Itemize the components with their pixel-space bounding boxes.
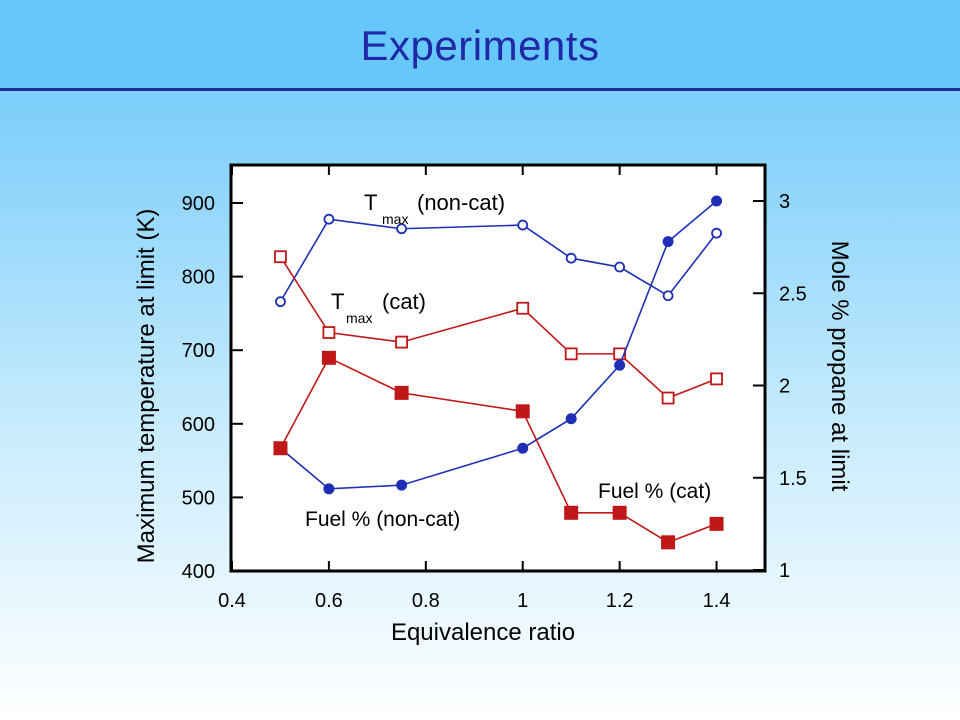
- data-point: [661, 391, 675, 405]
- data-point: [516, 301, 530, 315]
- annotation-tmax-cat-sub: max: [346, 310, 372, 326]
- annotation-tmax-noncat-T: T: [364, 190, 377, 215]
- data-point: [322, 326, 336, 339]
- data-point: [274, 250, 287, 264]
- x-tick-label: 0.6: [315, 590, 343, 612]
- y-left-tick-label: 700: [182, 340, 215, 362]
- y-right-tick-label: 2.5: [779, 283, 807, 305]
- annotation-tmax-cat-rest: (cat): [382, 289, 426, 314]
- data-point: [396, 479, 408, 491]
- data-point: [710, 372, 723, 386]
- y-left-tick-label: 600: [182, 414, 215, 436]
- annotation-fuel-cat: Fuel % (cat): [598, 480, 711, 503]
- data-point: [394, 385, 409, 400]
- x-axis-title: Equivalence ratio: [391, 619, 575, 646]
- slide-title: Experiments: [360, 22, 600, 69]
- y-left-tick-label: 500: [182, 487, 215, 509]
- annotation-tmax-cat-T: T: [331, 289, 344, 314]
- annotation-tmax-noncat-rest: (non-cat): [417, 190, 505, 215]
- data-point: [564, 505, 579, 520]
- data-point: [395, 335, 408, 349]
- annotation-fuel-noncat: Fuel % (non-cat): [305, 508, 460, 531]
- x-tick-label: 1.4: [703, 590, 731, 612]
- y-left-tick-label: 900: [182, 193, 215, 215]
- data-point: [612, 505, 627, 520]
- title-band: [0, 0, 960, 91]
- data-point: [662, 236, 674, 248]
- data-point: [396, 223, 407, 235]
- series-line-tmax-cat: [279, 256, 717, 399]
- y-left-tick-label: 400: [182, 561, 215, 583]
- series-tmax-non-cat: [275, 213, 722, 308]
- data-point: [614, 359, 626, 371]
- x-tick-label: 1: [517, 590, 528, 612]
- y-left-tick-label: 800: [182, 267, 215, 289]
- data-point: [613, 347, 627, 361]
- data-point: [565, 252, 577, 264]
- y-right-tick-label: 2: [779, 376, 790, 398]
- annotation-tmax-noncat-sub: max: [382, 211, 408, 227]
- annotation-tmax-noncat: T max (non-cat): [364, 190, 505, 227]
- series-line-fuel-non-cat: [279, 200, 718, 490]
- data-point: [323, 213, 335, 225]
- data-point: [517, 442, 529, 454]
- x-tick-label: 1.2: [606, 590, 634, 612]
- data-point: [321, 350, 336, 365]
- data-point: [517, 219, 529, 231]
- x-tick-label: 0.4: [218, 590, 246, 612]
- data-point: [709, 516, 724, 531]
- data-point: [662, 290, 674, 302]
- x-tick-label: 0.8: [412, 590, 440, 612]
- data-point: [614, 261, 626, 273]
- y-right-axis-title: Mole % propane at limit: [826, 241, 853, 492]
- series-fuel-cat: [273, 350, 724, 550]
- data-point: [515, 404, 530, 419]
- y-right-tick-label: 1: [779, 560, 790, 582]
- data-point: [273, 441, 288, 456]
- data-point: [661, 535, 676, 550]
- data-point: [564, 347, 578, 361]
- series-line-fuel-cat: [279, 356, 717, 544]
- series-line-tmax-non-cat: [279, 218, 718, 303]
- series-tmax-cat: [274, 250, 723, 405]
- y-right-tick-label: 3: [779, 191, 790, 213]
- data-point: [711, 195, 723, 207]
- data-point: [565, 413, 577, 425]
- data-point: [711, 227, 722, 239]
- y-left-axis-title: Maximum temperature at limit (K): [133, 209, 160, 564]
- y-right-tick-label: 1.5: [779, 468, 807, 490]
- plot-area: [229, 163, 767, 573]
- data-point: [323, 483, 335, 495]
- annotation-tmax-cat: T max (cat): [331, 289, 426, 326]
- data-point: [275, 296, 286, 308]
